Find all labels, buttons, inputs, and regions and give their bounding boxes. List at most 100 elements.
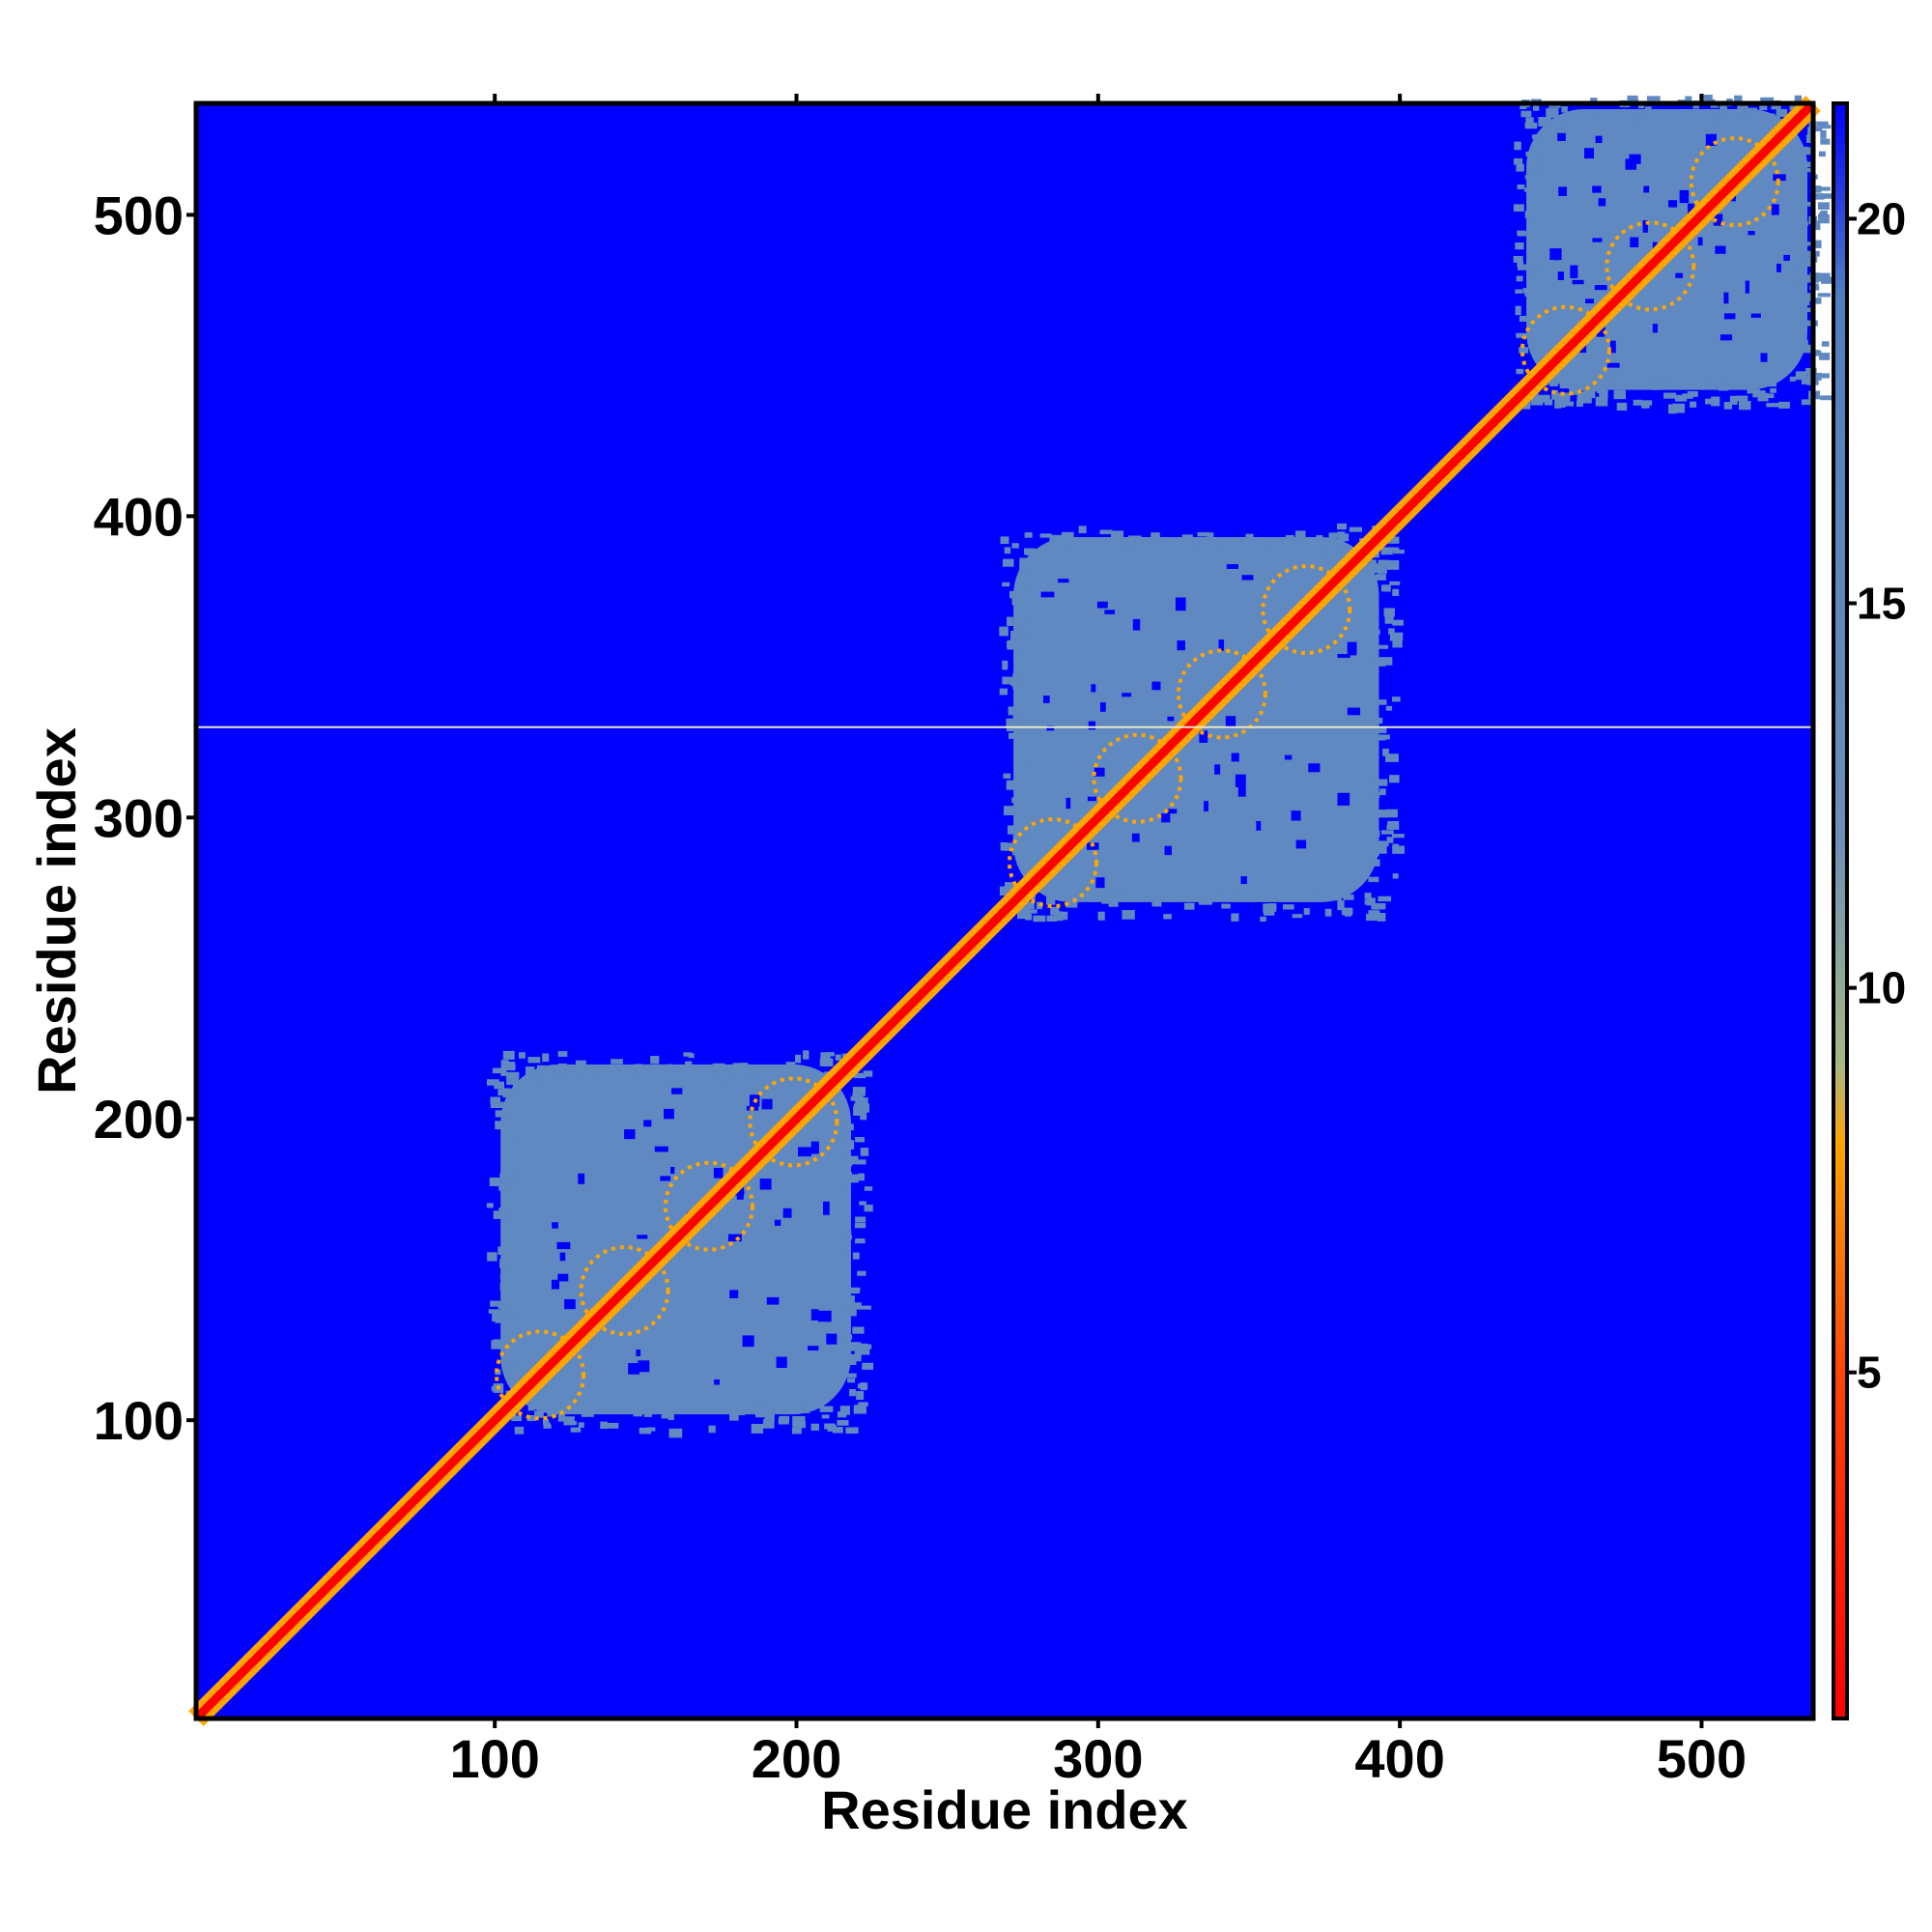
domain-edge-pixel — [1816, 373, 1830, 379]
domain-edge-pixel — [1262, 550, 1269, 557]
domain-edge-pixel — [1316, 534, 1323, 540]
domain-hole — [1642, 219, 1649, 233]
domain-hole — [714, 1379, 720, 1385]
domain-edge-pixel — [1674, 382, 1684, 387]
domain-edge-pixel — [1529, 272, 1537, 283]
domain-edge-pixel — [1812, 193, 1825, 200]
domain-edge-pixel — [1370, 629, 1380, 635]
domain-hole — [1596, 324, 1605, 337]
domain-edge-pixel — [1263, 909, 1275, 916]
domain-edge-pixel — [1538, 117, 1551, 127]
domain-edge-pixel — [712, 1063, 725, 1072]
domain-hole — [810, 1141, 819, 1154]
domain-edge-pixel — [1019, 561, 1033, 572]
domain-edge-pixel — [1011, 543, 1019, 549]
domain-edge-pixel — [1002, 676, 1014, 685]
domain-edge-pixel — [1368, 663, 1377, 668]
domain-edge-pixel — [849, 1342, 862, 1351]
domain-edge-pixel — [1098, 891, 1108, 896]
domain-hole — [1237, 786, 1246, 797]
domain-edge-pixel — [838, 1156, 845, 1163]
domain-edge-pixel — [819, 1058, 834, 1067]
domain-edge-pixel — [518, 1052, 526, 1059]
domain-hole — [1558, 186, 1568, 196]
domain-edge-pixel — [1329, 532, 1338, 538]
domain-edge-pixel — [1551, 389, 1558, 400]
domain-edge-pixel — [553, 1074, 563, 1081]
domain-edge-pixel — [1371, 658, 1381, 666]
domain-edge-pixel — [845, 1155, 859, 1165]
domain-edge-pixel — [1002, 842, 1015, 851]
domain-edge-pixel — [1519, 315, 1530, 323]
domain-edge-pixel — [779, 1415, 790, 1422]
domain-hole — [1337, 653, 1350, 659]
domain-hole — [1715, 245, 1726, 254]
domain-edge-pixel — [1078, 526, 1087, 533]
domain-edge-pixel — [1800, 161, 1811, 168]
domain-hole — [1122, 693, 1132, 697]
domain-hole — [826, 1333, 838, 1345]
domain-edge-pixel — [1645, 106, 1652, 114]
domain-edge-pixel — [1237, 892, 1248, 900]
domain-edge-pixel — [852, 1094, 864, 1101]
domain-hole — [1167, 809, 1178, 814]
domain-edge-pixel — [855, 1159, 867, 1165]
domain-edge-pixel — [1389, 581, 1401, 585]
domain-hole — [1132, 618, 1141, 631]
domain-edge-pixel — [1113, 542, 1126, 547]
domain-edge-pixel — [536, 1065, 547, 1071]
domain-edge-pixel — [862, 1362, 874, 1370]
domain-edge-pixel — [1576, 386, 1585, 391]
domain-edge-pixel — [1674, 394, 1688, 402]
domain-edge-pixel — [1797, 339, 1808, 348]
domain-edge-pixel — [1821, 341, 1830, 347]
domain-hole — [1256, 821, 1262, 831]
domain-edge-pixel — [1712, 121, 1723, 128]
domain-edge-pixel — [1685, 96, 1692, 101]
domain-edge-pixel — [709, 1072, 720, 1080]
domain-edge-pixel — [1054, 911, 1064, 922]
colorbar-gradient — [1832, 101, 1849, 1720]
domain-edge-pixel — [512, 1082, 521, 1092]
domain-edge-pixel — [1368, 791, 1380, 798]
domain-edge-pixel — [1599, 389, 1608, 399]
domain-edge-pixel — [1050, 906, 1060, 916]
domain-edge-pixel — [1755, 123, 1766, 131]
domain-edge-pixel — [1113, 889, 1125, 895]
domain-edge-pixel — [837, 1179, 850, 1187]
domain-hole — [1760, 353, 1768, 362]
domain-edge-pixel — [1530, 260, 1543, 270]
domain-edge-pixel — [1231, 913, 1239, 922]
domain-edge-pixel — [1099, 529, 1113, 534]
domain-edge-pixel — [504, 1125, 515, 1133]
domain-edge-pixel — [863, 1070, 873, 1077]
domain-hole — [1719, 334, 1733, 341]
domain-edge-pixel — [1729, 380, 1738, 385]
domain-edge-pixel — [1820, 210, 1828, 216]
domain-edge-pixel — [486, 1079, 499, 1086]
domain-hole — [1584, 148, 1595, 159]
domain-edge-pixel — [1529, 334, 1541, 342]
domain-hole — [1750, 313, 1761, 318]
domain-edge-pixel — [1024, 532, 1033, 538]
domain-edge-pixel — [1009, 590, 1022, 599]
domain-edge-pixel — [864, 1186, 873, 1191]
domain-edge-pixel — [1207, 532, 1214, 538]
domain-edge-pixel — [499, 1273, 509, 1280]
domain-hole — [1347, 641, 1357, 656]
domain-edge-pixel — [661, 1414, 668, 1419]
domain-edge-pixel — [855, 1137, 865, 1143]
domain-edge-pixel — [1378, 657, 1393, 666]
domain-edge-pixel — [527, 1057, 541, 1064]
domain-edge-pixel — [854, 1222, 867, 1229]
domain-edge-pixel — [1747, 107, 1758, 117]
domain-edge-pixel — [1514, 141, 1521, 151]
domain-hole — [759, 1179, 772, 1190]
domain-edge-pixel — [708, 1425, 716, 1434]
domain-edge-pixel — [857, 1345, 870, 1355]
domain-edge-pixel — [1529, 296, 1537, 301]
domain-edge-pixel — [1372, 846, 1379, 857]
domain-hole — [1347, 707, 1361, 716]
domain-edge-pixel — [1388, 609, 1395, 617]
domain-edge-pixel — [1382, 748, 1389, 756]
